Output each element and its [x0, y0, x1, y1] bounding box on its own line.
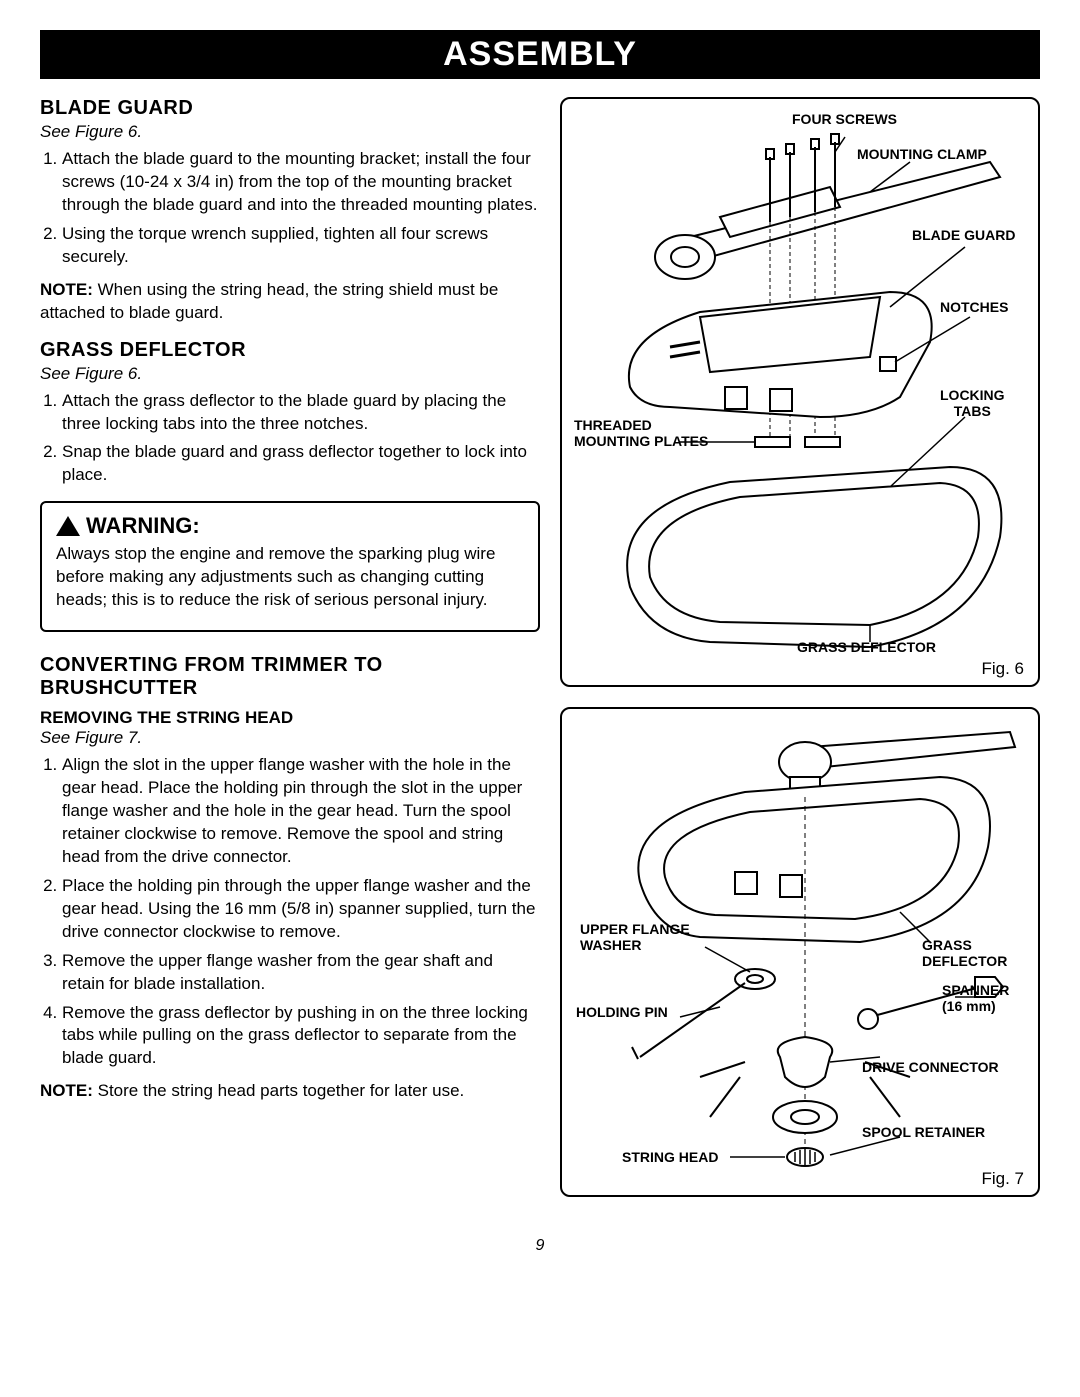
grass-deflector-step: Snap the blade guard and grass deflector…: [62, 441, 540, 487]
figure-6: FOUR SCREWS MOUNTING CLAMP BLADE GUARD N…: [560, 97, 1040, 687]
note-text: When using the string head, the string s…: [40, 280, 498, 322]
figure-7-caption: Fig. 7: [981, 1169, 1024, 1189]
callout-blade-guard: BLADE GUARD: [912, 227, 1015, 243]
removing-string-head-subheading: REMOVING THE STRING HEAD: [40, 708, 540, 728]
callout-string-head: STRING HEAD: [622, 1149, 718, 1165]
figure-6-caption: Fig. 6: [981, 659, 1024, 679]
grass-deflector-see-figure: See Figure 6.: [40, 364, 540, 384]
callout-spool-retainer: SPOOL RETAINER: [862, 1124, 985, 1140]
note-label: NOTE:: [40, 1081, 93, 1100]
blade-guard-step: Using the torque wrench supplied, tighte…: [62, 223, 540, 269]
grass-deflector-step: Attach the grass deflector to the blade …: [62, 390, 540, 436]
converting-heading: CONVERTING FROM TRIMMER TO BRUSHCUTTER: [40, 654, 540, 700]
figure-7: UPPER FLANGE WASHER GRASS DEFLECTOR HOLD…: [560, 707, 1040, 1197]
converting-see-figure: See Figure 7.: [40, 728, 540, 748]
converting-step: Remove the grass deflector by pushing in…: [62, 1002, 540, 1071]
callout-mounting-clamp: MOUNTING CLAMP: [857, 146, 987, 162]
text-column: BLADE GUARD See Figure 6. Attach the bla…: [40, 97, 540, 1217]
blade-guard-see-figure: See Figure 6.: [40, 122, 540, 142]
callout-holding-pin: HOLDING PIN: [576, 1004, 668, 1020]
warning-body: Always stop the engine and remove the sp…: [56, 543, 524, 612]
converting-step: Align the slot in the upper flange washe…: [62, 754, 540, 869]
converting-note: NOTE: Store the string head parts togeth…: [40, 1080, 540, 1103]
warning-box: WARNING: Always stop the engine and remo…: [40, 501, 540, 632]
callout-threaded-plates: THREADED MOUNTING PLATES: [574, 417, 708, 449]
converting-step: Place the holding pin through the upper …: [62, 875, 540, 944]
callout-spanner: SPANNER (16 mm): [942, 982, 1009, 1014]
blade-guard-step: Attach the blade guard to the mounting b…: [62, 148, 540, 217]
figure-column: FOUR SCREWS MOUNTING CLAMP BLADE GUARD N…: [560, 97, 1040, 1217]
note-text: Store the string head parts together for…: [98, 1081, 465, 1100]
callout-upper-flange-washer: UPPER FLANGE WASHER: [580, 921, 690, 953]
warning-heading-text: WARNING:: [86, 513, 200, 539]
callout-locking-tabs: LOCKING TABS: [940, 387, 1005, 419]
page-title-bar: ASSEMBLY: [40, 30, 1040, 79]
blade-guard-note: NOTE: When using the string head, the st…: [40, 279, 540, 325]
page-number: 9: [40, 1237, 1040, 1255]
warning-triangle-icon: [56, 516, 80, 536]
blade-guard-steps: Attach the blade guard to the mounting b…: [40, 148, 540, 269]
warning-header: WARNING:: [56, 513, 524, 539]
callout-drive-connector: DRIVE CONNECTOR: [862, 1059, 999, 1075]
two-column-layout: BLADE GUARD See Figure 6. Attach the bla…: [40, 97, 1040, 1217]
callout-grass-deflector-7: GRASS DEFLECTOR: [922, 937, 1007, 969]
grass-deflector-heading: GRASS DEFLECTOR: [40, 339, 540, 362]
callout-four-screws: FOUR SCREWS: [792, 111, 897, 127]
callout-notches: NOTCHES: [940, 299, 1008, 315]
callout-grass-deflector-6: GRASS DEFLECTOR: [797, 639, 936, 655]
converting-step: Remove the upper flange washer from the …: [62, 950, 540, 996]
note-label: NOTE:: [40, 280, 93, 299]
grass-deflector-steps: Attach the grass deflector to the blade …: [40, 390, 540, 488]
blade-guard-heading: BLADE GUARD: [40, 97, 540, 120]
converting-steps: Align the slot in the upper flange washe…: [40, 754, 540, 1070]
